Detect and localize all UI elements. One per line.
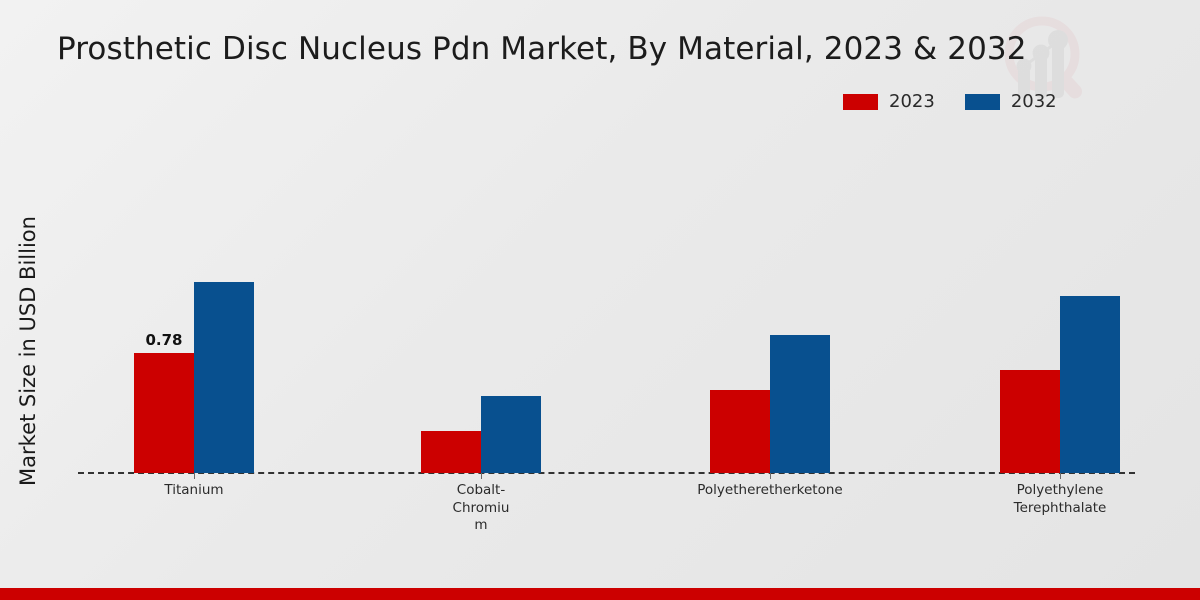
- chart-legend: 2023 2032: [843, 93, 1057, 111]
- bar-2032-2[interactable]: [481, 396, 541, 473]
- legend-label-2023: 2023: [889, 91, 935, 112]
- x-axis-tick: [770, 473, 771, 479]
- x-axis-category-label: Cobalt- Chromiu m: [452, 482, 510, 534]
- x-axis-category-label: Polyetheretherketone: [697, 482, 843, 498]
- legend-item-2023[interactable]: 2023: [843, 93, 935, 111]
- x-axis-category-label: Titanium: [164, 482, 224, 498]
- legend-item-2032[interactable]: 2032: [964, 91, 1057, 112]
- bar-2023-3[interactable]: [710, 390, 770, 473]
- page-title: Prosthetic Disc Nucleus Pdn Market, By M…: [57, 31, 1027, 67]
- bar-value-label: 0.78: [145, 331, 183, 349]
- x-axis-baseline: [78, 472, 1135, 474]
- legend-swatch-red-icon: [843, 94, 878, 110]
- footer-accent-bar: [0, 588, 1200, 600]
- x-axis-tick: [481, 473, 482, 479]
- x-axis-tick: [194, 473, 195, 479]
- x-axis-tick: [1060, 473, 1061, 479]
- bar-2032-1[interactable]: [194, 282, 254, 473]
- x-axis-category-label: Polyethylene Terephthalate: [1013, 482, 1107, 516]
- legend-swatch-blue-icon: [964, 94, 1000, 110]
- bar-2032-4[interactable]: [1060, 296, 1120, 473]
- legend-label-2032: 2032: [1010, 91, 1057, 112]
- bar-2023-2[interactable]: [421, 431, 481, 473]
- bar-2032-3[interactable]: [770, 335, 830, 473]
- bar-2023-4[interactable]: [1000, 370, 1060, 473]
- bar-2023-1[interactable]: [134, 353, 194, 473]
